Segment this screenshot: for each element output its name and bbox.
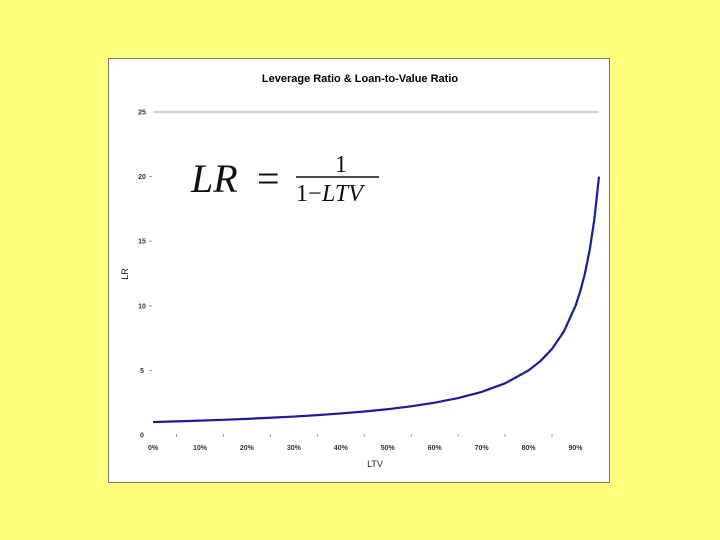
formula-equals: = (257, 156, 280, 201)
x-axis: LTV (367, 459, 383, 469)
series (152, 176, 601, 424)
y-tick-label: 10 (138, 303, 146, 310)
chart-svg: Leverage Ratio & Loan-to-Value Ratio LR … (120, 73, 601, 469)
x-tick-label: 0% (148, 445, 159, 452)
y-tick-label: 20 (138, 174, 146, 181)
x-tick-label: 70% (475, 445, 490, 452)
y-tick-label: 5 (140, 368, 144, 375)
y-tick-label: 0 (140, 433, 144, 440)
x-axis-label: LTV (367, 459, 383, 469)
formula-denominator-var: LTV (321, 181, 365, 207)
ticks: 0 5 10 15 20 25 0% 10% 20% 30% 40% 50% 60% 70% 80% 90% (138, 110, 599, 452)
formula-denominator-one: 1 (296, 181, 308, 207)
formula-annotation: LR = 1 1 − LTV (190, 152, 379, 207)
x-tick-label: 40% (334, 445, 349, 452)
y-tick-label: 25 (138, 110, 146, 117)
x-tick-label: 10% (193, 445, 208, 452)
x-tick-label: 80% (522, 445, 537, 452)
y-axis-label: LR (120, 268, 130, 280)
x-tick-label: 20% (240, 445, 255, 452)
chart-title: Leverage Ratio & Loan-to-Value Ratio (262, 73, 458, 85)
chart-frame: Leverage Ratio & Loan-to-Value Ratio LR … (108, 58, 610, 483)
series-line (152, 176, 601, 424)
x-tick-label: 90% (569, 445, 584, 452)
y-tick-label: 15 (138, 239, 146, 246)
formula-numerator: 1 (335, 152, 347, 178)
formula-denominator-minus: − (308, 181, 322, 207)
x-tick-label: 30% (287, 445, 302, 452)
x-tick-label: 50% (381, 445, 396, 452)
x-tick-label: 60% (428, 445, 443, 452)
formula-lhs: LR (190, 156, 238, 201)
y-axis: LR (120, 268, 130, 280)
